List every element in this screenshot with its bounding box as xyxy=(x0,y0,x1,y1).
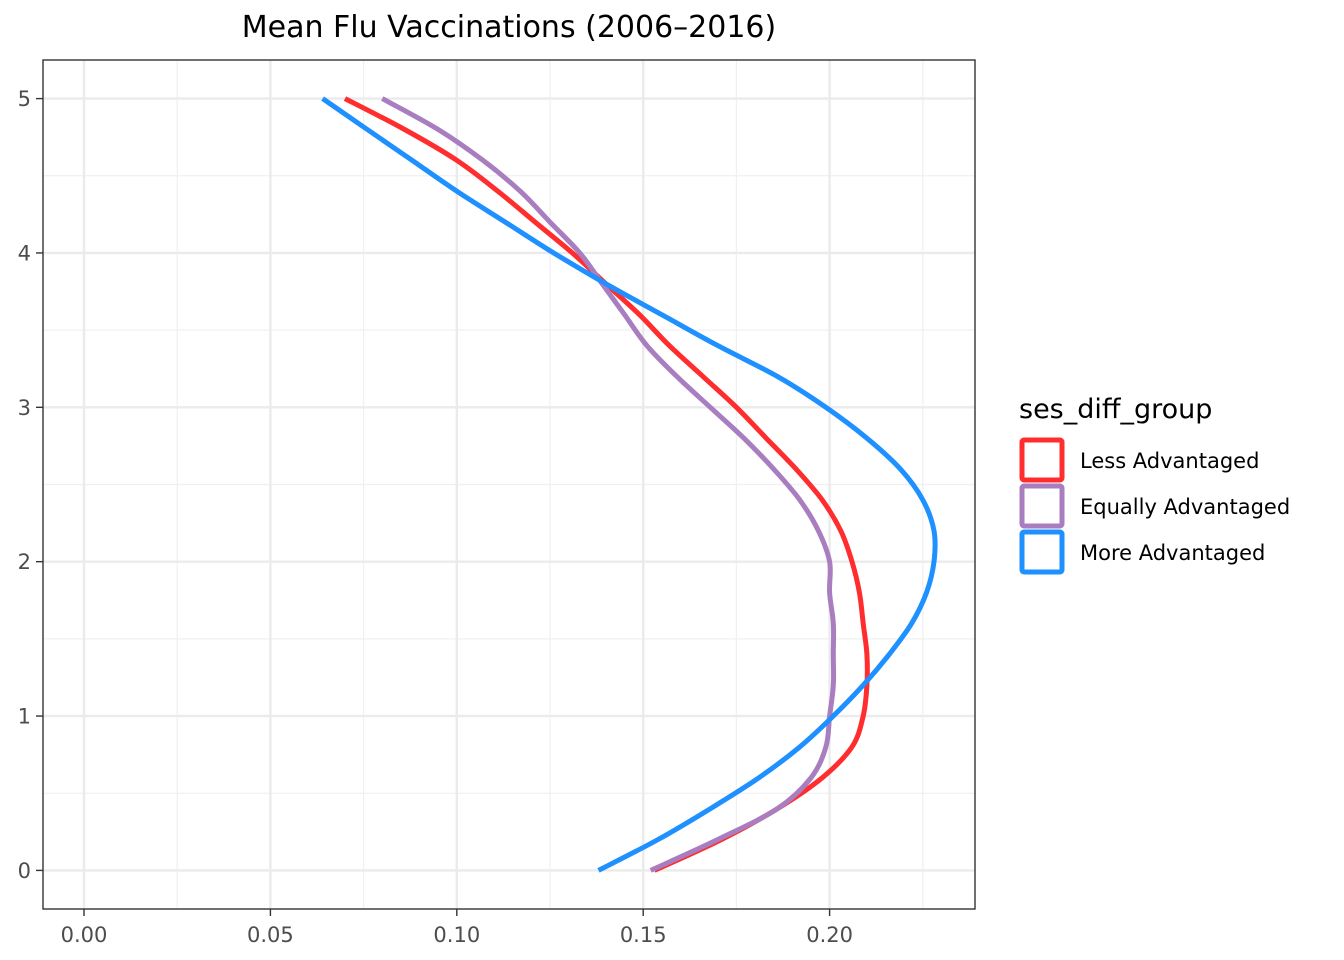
legend: ses_diff_group Less Advantaged Equally Ad… xyxy=(1019,394,1290,575)
legend-label-more-advantaged: More Advantaged xyxy=(1080,541,1265,565)
axis-ticks: 0.00 0.05 0.10 0.15 0.20 0 1 2 3 4 5 xyxy=(18,87,853,947)
legend-title: ses_diff_group xyxy=(1019,394,1212,425)
y-tick-label: 0 xyxy=(18,859,31,883)
legend-key-more-advantaged xyxy=(1019,529,1065,575)
y-tick-label: 2 xyxy=(18,550,31,574)
x-tick-label: 0.10 xyxy=(433,923,480,947)
y-tick-label: 1 xyxy=(18,705,31,729)
x-tick-label: 0.00 xyxy=(61,923,108,947)
legend-label-less-advantaged: Less Advantaged xyxy=(1080,449,1259,473)
y-tick-label: 5 xyxy=(18,87,31,111)
y-tick-label: 4 xyxy=(18,241,31,265)
x-tick-label: 0.20 xyxy=(806,923,853,947)
y-tick-label: 3 xyxy=(18,396,31,420)
x-tick-label: 0.15 xyxy=(620,923,667,947)
series-lines xyxy=(321,96,938,873)
series-line-more-advantaged xyxy=(321,96,938,873)
plot-border xyxy=(42,59,976,910)
x-tick-label: 0.05 xyxy=(247,923,294,947)
series-line-less-advantaged xyxy=(343,96,870,873)
chart-title: Mean Flu Vaccinations (2006–2016) xyxy=(242,10,776,45)
series-line-equally-advantaged xyxy=(381,96,837,873)
legend-key-less-advantaged xyxy=(1019,437,1065,483)
legend-label-equally-advantaged: Equally Advantaged xyxy=(1080,495,1290,519)
legend-key-equally-advantaged xyxy=(1019,483,1065,529)
grid xyxy=(43,60,975,909)
